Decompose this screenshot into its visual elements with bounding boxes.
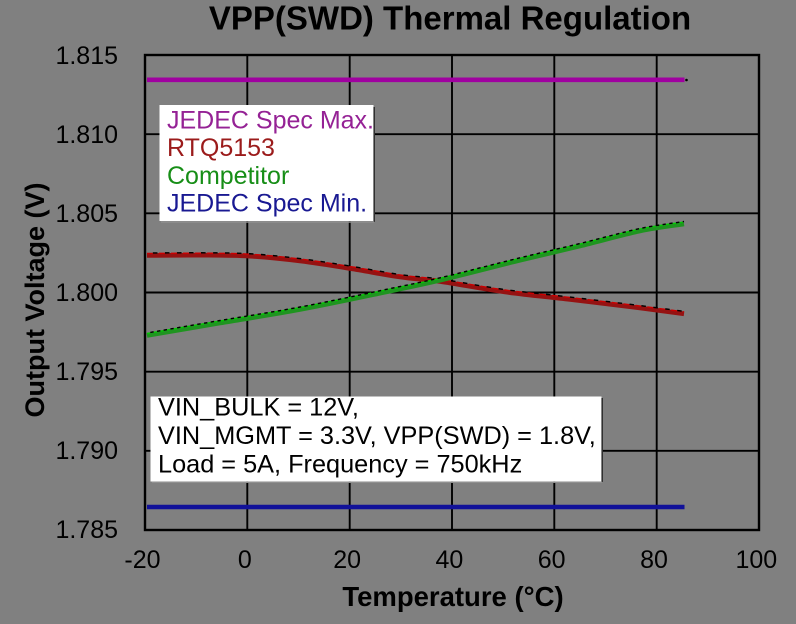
- svg-text:80: 80: [640, 546, 668, 574]
- svg-text:40: 40: [435, 546, 463, 574]
- svg-text:1.795: 1.795: [55, 358, 118, 386]
- svg-text:-20: -20: [124, 546, 160, 574]
- svg-text:1.815: 1.815: [55, 42, 118, 70]
- svg-text:VIN_BULK = 12V,: VIN_BULK = 12V,: [158, 394, 359, 422]
- svg-text:RTQ5153: RTQ5153: [167, 134, 275, 162]
- svg-text:Competitor: Competitor: [167, 162, 289, 190]
- svg-text:20: 20: [333, 546, 361, 574]
- svg-text:1.800: 1.800: [55, 279, 118, 307]
- svg-text:JEDEC Spec Min.: JEDEC Spec Min.: [167, 190, 367, 218]
- svg-text:Temperature (°C): Temperature (°C): [342, 581, 563, 612]
- svg-text:1.790: 1.790: [55, 437, 118, 465]
- svg-text:100: 100: [735, 546, 777, 574]
- svg-text:60: 60: [538, 546, 566, 574]
- svg-text:1.805: 1.805: [55, 200, 118, 228]
- svg-text:1.785: 1.785: [55, 516, 118, 544]
- svg-text:Load = 5A, Frequency = 750kHz: Load = 5A, Frequency = 750kHz: [158, 451, 522, 479]
- svg-text:Output Voltage (V): Output Voltage (V): [20, 183, 50, 418]
- svg-text:VPP(SWD) Thermal Regulation: VPP(SWD) Thermal Regulation: [209, 0, 691, 37]
- svg-text:1.810: 1.810: [55, 121, 118, 149]
- svg-text:VIN_MGMT = 3.3V, VPP(SWD) = 1.: VIN_MGMT = 3.3V, VPP(SWD) = 1.8V,: [158, 422, 596, 450]
- svg-text:0: 0: [238, 546, 252, 574]
- svg-text:JEDEC Spec Max.: JEDEC Spec Max.: [167, 106, 374, 134]
